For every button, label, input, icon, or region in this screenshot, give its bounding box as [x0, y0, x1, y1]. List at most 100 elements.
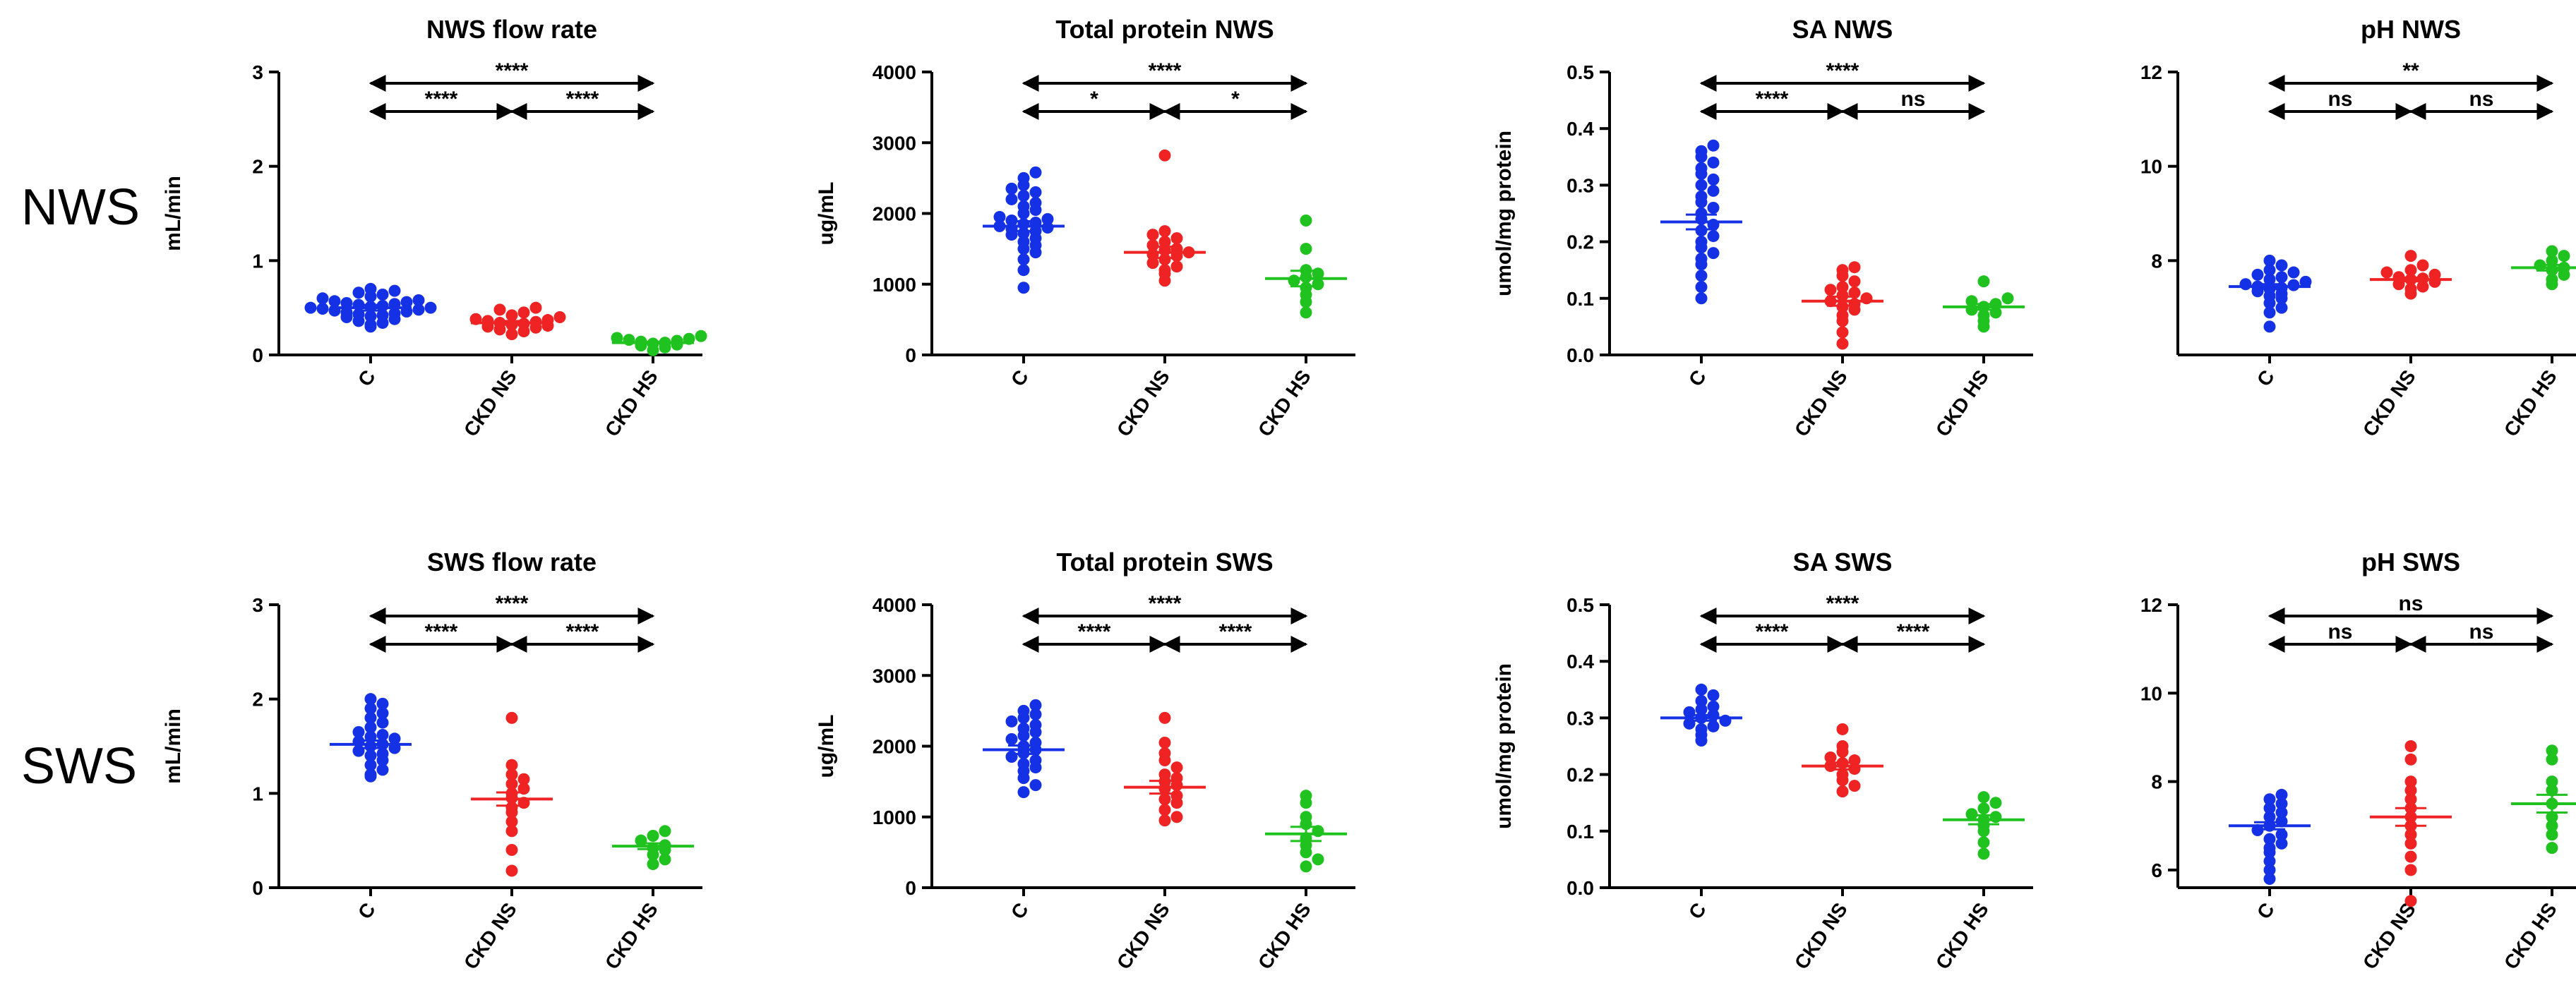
data-point [412, 303, 425, 316]
data-point [1695, 270, 1708, 282]
y-axis-label: mL/min [162, 176, 185, 251]
data-point [2263, 864, 2276, 876]
data-point [1695, 694, 1708, 707]
data-point [1005, 751, 1018, 763]
data-point [1848, 780, 1861, 792]
data-point [1017, 282, 1030, 294]
y-axis-label: mL/min [162, 708, 185, 784]
y-tick-label: 0.0 [1566, 877, 1594, 899]
panel-nws-flow: NWS flow rate mL/min 0 1 2 3 C CKD NS CKD HS ****… [162, 15, 707, 440]
data-point [1017, 171, 1030, 184]
data-point [553, 311, 566, 324]
data-point [505, 309, 518, 322]
data-point [1848, 261, 1861, 274]
data-point [1029, 754, 1042, 767]
data-point [364, 310, 377, 322]
data-point [2275, 806, 2288, 819]
data-point [1683, 706, 1696, 718]
data-point [1836, 740, 1849, 752]
data-point [304, 301, 317, 314]
y-tick-label: 3 [252, 61, 263, 83]
y-tick-label: 0 [252, 344, 263, 366]
category-label: C [1007, 899, 1033, 923]
data-point [364, 702, 377, 715]
significance-label: ns [2328, 620, 2352, 644]
data-point [1707, 720, 1720, 732]
data-point [1158, 711, 1171, 724]
data-point [1017, 264, 1030, 277]
y-tick-label: 2000 [873, 203, 916, 225]
significance-label: **** [496, 59, 529, 83]
data-point [1005, 732, 1018, 745]
data-point [376, 763, 389, 776]
data-point [1707, 247, 1720, 260]
data-point [1029, 699, 1042, 711]
data-point [364, 693, 377, 706]
data-point [1005, 182, 1018, 195]
data-point [316, 292, 329, 305]
panel-title: Total protein SWS [1056, 548, 1273, 577]
data-point [2546, 254, 2558, 267]
data-point [2263, 306, 2276, 319]
data-point [400, 296, 413, 308]
category-label: C [1684, 366, 1711, 390]
data-point [2275, 788, 2288, 801]
data-point [2263, 254, 2276, 267]
data-point [647, 858, 659, 871]
data-point [505, 778, 518, 790]
y-tick-label: 1000 [873, 274, 916, 296]
data-point [1836, 785, 1849, 798]
data-point [1170, 790, 1183, 802]
data-point [1824, 751, 1837, 764]
data-point [2416, 259, 2429, 272]
data-point [2404, 864, 2417, 876]
data-point [424, 301, 437, 314]
data-point [1170, 772, 1183, 785]
data-point [1158, 236, 1171, 248]
category-label: CKD NS [460, 899, 521, 974]
data-point [993, 211, 1006, 224]
y-tick-label: 3 [252, 594, 263, 616]
data-point [1848, 275, 1861, 288]
data-point [1005, 715, 1018, 728]
data-point [1146, 257, 1159, 270]
data-point [1965, 295, 1978, 308]
data-point [2404, 784, 2417, 797]
data-point [1170, 260, 1183, 273]
data-point [1695, 253, 1708, 265]
category-label: CKD NS [2359, 899, 2420, 974]
data-point [1300, 215, 1312, 227]
significance-label: ** [2402, 59, 2419, 83]
category-label: CKD HS [2500, 366, 2561, 441]
data-point [2263, 264, 2276, 277]
panel-sws-flow: SWS flow rate mL/min 0 1 2 3 C CKD NS CKD HS ****… [162, 548, 702, 973]
panel-sws-protein: Total protein SWS ug/mL 0 1000 2000 3000 4000 C… [815, 548, 1355, 973]
y-tick-label: 1000 [873, 807, 916, 828]
data-point [2404, 282, 2417, 295]
data-point [2546, 811, 2558, 823]
data-point [2380, 266, 2393, 279]
data-point [1977, 275, 1990, 288]
data-point [2404, 850, 2417, 863]
data-point [505, 768, 518, 781]
y-tick-label: 0.1 [1566, 821, 1594, 843]
row-label-sws: SWS [21, 738, 137, 795]
y-tick-label: 0.3 [1566, 174, 1594, 196]
data-point [1158, 747, 1171, 760]
y-tick-label: 0.2 [1566, 231, 1594, 253]
y-tick-label: 12 [2140, 594, 2162, 616]
data-point [2404, 740, 2417, 752]
data-point [376, 309, 389, 322]
data-point [1158, 814, 1171, 827]
data-point [1170, 761, 1183, 774]
y-tick-label: 0.4 [1566, 118, 1594, 140]
significance-label: ns [2328, 87, 2352, 111]
data-point [2404, 793, 2417, 806]
y-axis-label: ug/mL [815, 715, 838, 778]
significance-label: **** [1756, 87, 1789, 111]
data-point [1977, 791, 1990, 804]
significance-label: ns [2469, 87, 2493, 111]
panel-nws-ph: pH NWS 8 10 12 C CKD NS CKD HS ** ns ns [2140, 15, 2576, 440]
category-label: CKD HS [601, 366, 662, 441]
